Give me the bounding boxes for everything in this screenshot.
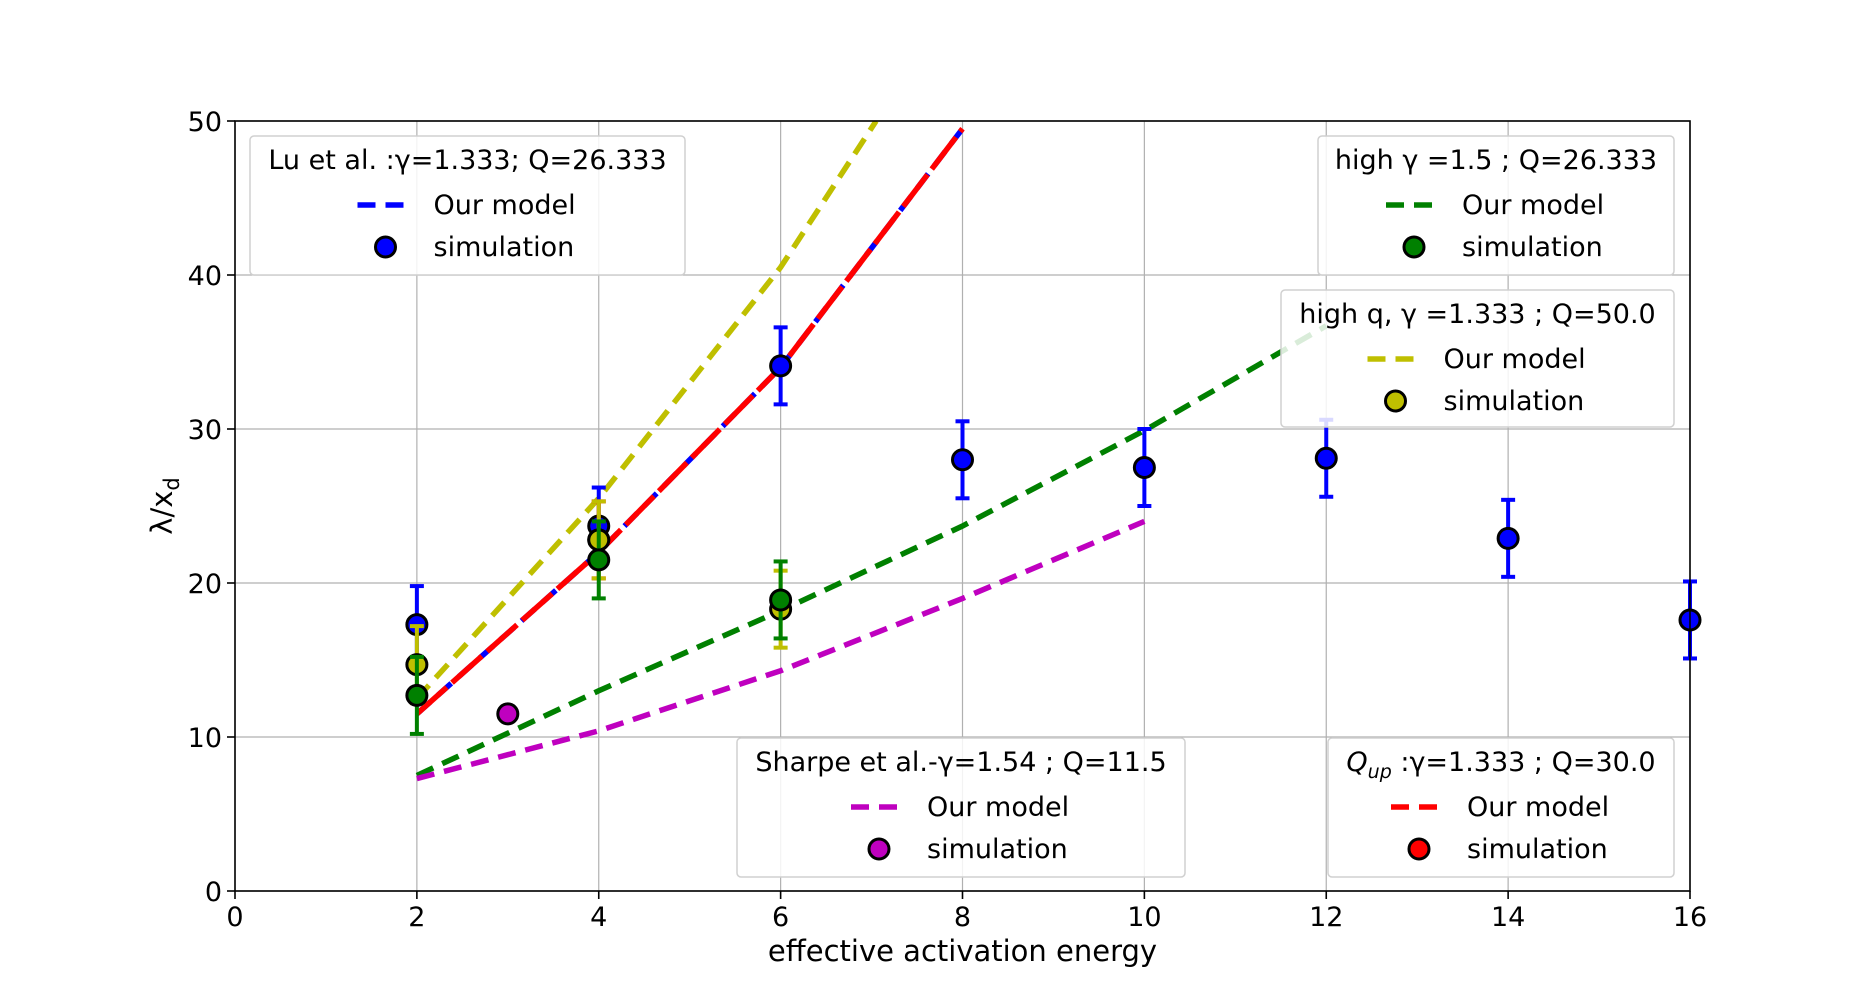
- legend-marker-swatch: [1407, 837, 1431, 861]
- legend-line-label: Our model: [1462, 190, 1604, 221]
- legend-marker-swatch: [1384, 389, 1407, 413]
- data-point: [1496, 526, 1520, 550]
- legend-line-label: Our model: [1444, 344, 1586, 375]
- x-axis-label: effective activation energy: [768, 934, 1157, 968]
- legend-box: Qup :γ=1.333 ; Q=30.0 Our model simulation: [1327, 737, 1675, 878]
- legend-title: high q, γ =1.333 ; Q=50.0: [1299, 299, 1655, 330]
- x-tick-label: 16: [1673, 902, 1707, 933]
- y-axis-label: λ/xd: [145, 477, 184, 534]
- legend-marker-label: simulation: [927, 834, 1068, 865]
- data-point: [587, 548, 611, 572]
- model-curve: [414, 121, 879, 701]
- legend-box: high γ =1.5 ; Q=26.333 Our model simulatio…: [1317, 135, 1675, 276]
- data-point: [1314, 446, 1338, 470]
- legend-frame: [736, 737, 1186, 878]
- x-tick-label: 12: [1309, 902, 1343, 933]
- model-curve: [416, 518, 1146, 782]
- data-point: [496, 702, 520, 726]
- data-point: [769, 588, 793, 612]
- legend-box: high q, γ =1.333 ; Q=50.0 Our model simula…: [1280, 289, 1675, 428]
- legend-title: high γ =1.5 ; Q=26.333: [1335, 145, 1657, 176]
- legend-marker-label: simulation: [434, 232, 575, 263]
- model-curve: [415, 127, 965, 716]
- model-curves: [414, 121, 1328, 782]
- legend-marker-label: simulation: [1462, 232, 1603, 263]
- x-tick-label: 4: [590, 902, 607, 933]
- x-tick-label: 2: [408, 902, 425, 933]
- y-tick-label: 30: [188, 415, 222, 446]
- legend-frame: [249, 135, 686, 276]
- y-tick-label: 50: [188, 107, 222, 138]
- data-point: [951, 448, 974, 472]
- legend-marker-label: simulation: [1467, 834, 1608, 865]
- data-point: [405, 683, 429, 707]
- x-tick-label: 14: [1491, 902, 1525, 933]
- axis-ticks: 0 2 4 6 8 10 12 14 16 0 10 20 30 40 50: [188, 107, 1708, 933]
- legend-title: Lu et al. :γ=1.333; Q=26.333: [268, 145, 666, 176]
- y-tick-label: 20: [188, 569, 222, 600]
- data-point: [1132, 456, 1156, 479]
- legend-title: Sharpe et al.-γ=1.54 ; Q=11.5: [755, 747, 1166, 778]
- legend-line-label: Our model: [927, 792, 1069, 823]
- legend-marker-swatch: [374, 235, 397, 259]
- data-point: [769, 354, 793, 378]
- y-tick-label: 10: [188, 723, 222, 754]
- legend-marker-label: simulation: [1444, 386, 1585, 417]
- legends: Lu et al. :γ=1.333; Q=26.333 Our model sim…: [249, 135, 1675, 878]
- x-tick-label: 6: [772, 902, 789, 933]
- model-curve: [415, 323, 1328, 778]
- x-tick-label: 8: [954, 902, 971, 933]
- legend-marker-swatch: [867, 837, 891, 861]
- y-tick-label: 40: [188, 261, 222, 292]
- legend-frame: [1280, 289, 1675, 428]
- legend-box: Sharpe et al.-γ=1.54 ; Q=11.5 Our model si…: [736, 737, 1186, 878]
- legend-marker-swatch: [1402, 235, 1426, 259]
- legend-title: Qup :γ=1.333 ; Q=30.0: [1346, 747, 1655, 783]
- x-tick-label: 0: [226, 902, 243, 933]
- legend-line-label: Our model: [1467, 792, 1609, 823]
- legend-line-label: Our model: [434, 190, 576, 221]
- y-tick-label: 0: [205, 877, 222, 908]
- x-tick-label: 10: [1127, 902, 1161, 933]
- legend-box: Lu et al. :γ=1.333; Q=26.333 Our model sim…: [249, 135, 686, 276]
